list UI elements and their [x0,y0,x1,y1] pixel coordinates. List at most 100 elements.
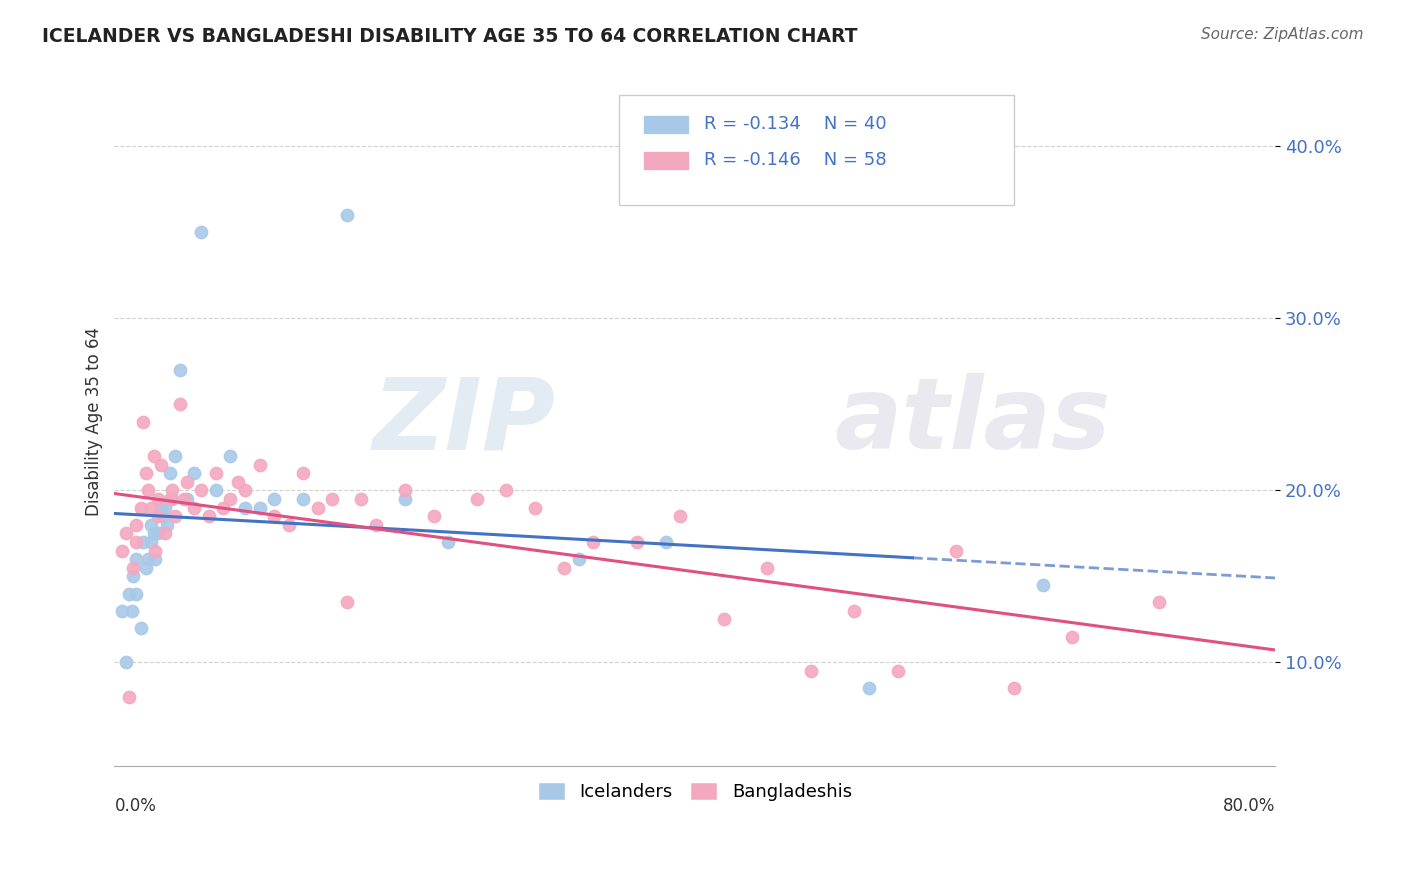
Point [125,552,148,566]
Point [169,363,191,377]
Point [495,483,517,498]
Point [582,535,605,549]
Point [887,664,910,678]
Point [125,517,148,532]
Point [292,466,315,480]
Point [858,681,880,696]
Point [364,517,387,532]
Point [176,491,198,506]
Point [118,586,141,600]
Point [132,535,155,549]
Point [335,595,357,609]
Point [307,500,329,515]
Point [118,690,141,704]
Point [1147,595,1170,609]
FancyBboxPatch shape [620,95,1014,205]
Point [162,491,184,506]
Text: Source: ZipAtlas.com: Source: ZipAtlas.com [1201,27,1364,42]
Point [169,397,191,411]
Point [394,491,416,506]
Point [292,491,315,506]
Text: R = -0.146    N = 58: R = -0.146 N = 58 [704,151,887,169]
Point [136,483,159,498]
Point [115,656,138,670]
Point [146,526,169,541]
Point [142,526,165,541]
Point [135,561,157,575]
Point [219,449,242,463]
Text: ZIP: ZIP [373,373,555,470]
Point [121,604,143,618]
Point [111,604,134,618]
Point [568,552,591,566]
Point [945,543,967,558]
Point [149,500,172,515]
Point [226,475,249,489]
Point [162,483,184,498]
Point [655,535,678,549]
Point [437,535,460,549]
Text: 0.0%: 0.0% [114,797,156,814]
Point [125,535,148,549]
Point [263,509,285,524]
Point [129,621,152,635]
Point [111,543,134,558]
Point [129,500,152,515]
Point [153,500,176,515]
Point [669,509,692,524]
Point [553,561,575,575]
Point [165,449,187,463]
Point [115,526,138,541]
Point [153,526,176,541]
Point [143,543,166,558]
Point [159,466,181,480]
Legend: Icelanders, Bangladeshis: Icelanders, Bangladeshis [530,774,859,808]
Point [350,491,373,506]
Point [233,500,256,515]
Point [844,604,866,618]
Point [136,552,159,566]
Text: ICELANDER VS BANGLADESHI DISABILITY AGE 35 TO 64 CORRELATION CHART: ICELANDER VS BANGLADESHI DISABILITY AGE … [42,27,858,45]
Point [159,491,181,506]
Point [394,483,416,498]
Point [321,491,343,506]
Point [422,509,444,524]
Point [713,612,735,626]
Text: atlas: atlas [834,373,1111,470]
Y-axis label: Disability Age 35 to 64: Disability Age 35 to 64 [86,327,103,516]
Point [139,500,162,515]
Text: 80.0%: 80.0% [1223,797,1275,814]
Point [183,500,205,515]
Point [277,517,299,532]
Point [1060,630,1083,644]
Text: R = -0.134    N = 40: R = -0.134 N = 40 [704,115,887,133]
Point [150,509,173,524]
Point [125,586,148,600]
Point [197,509,219,524]
Point [165,509,187,524]
Point [139,535,162,549]
Point [143,552,166,566]
Point [122,569,145,583]
Point [335,208,357,222]
Point [800,664,823,678]
Point [756,561,779,575]
Point [156,517,179,532]
Point [173,491,195,506]
Point [146,509,169,524]
Point [263,491,285,506]
Point [524,500,547,515]
Point [249,500,271,515]
Point [176,475,198,489]
Point [190,483,212,498]
Point [1032,578,1054,592]
Point [139,517,162,532]
Point [249,458,271,472]
Point [212,500,235,515]
Point [149,458,172,472]
Point [205,483,228,498]
Point [146,491,169,506]
Point [465,491,488,506]
Bar [643,114,689,134]
Point [190,225,212,239]
